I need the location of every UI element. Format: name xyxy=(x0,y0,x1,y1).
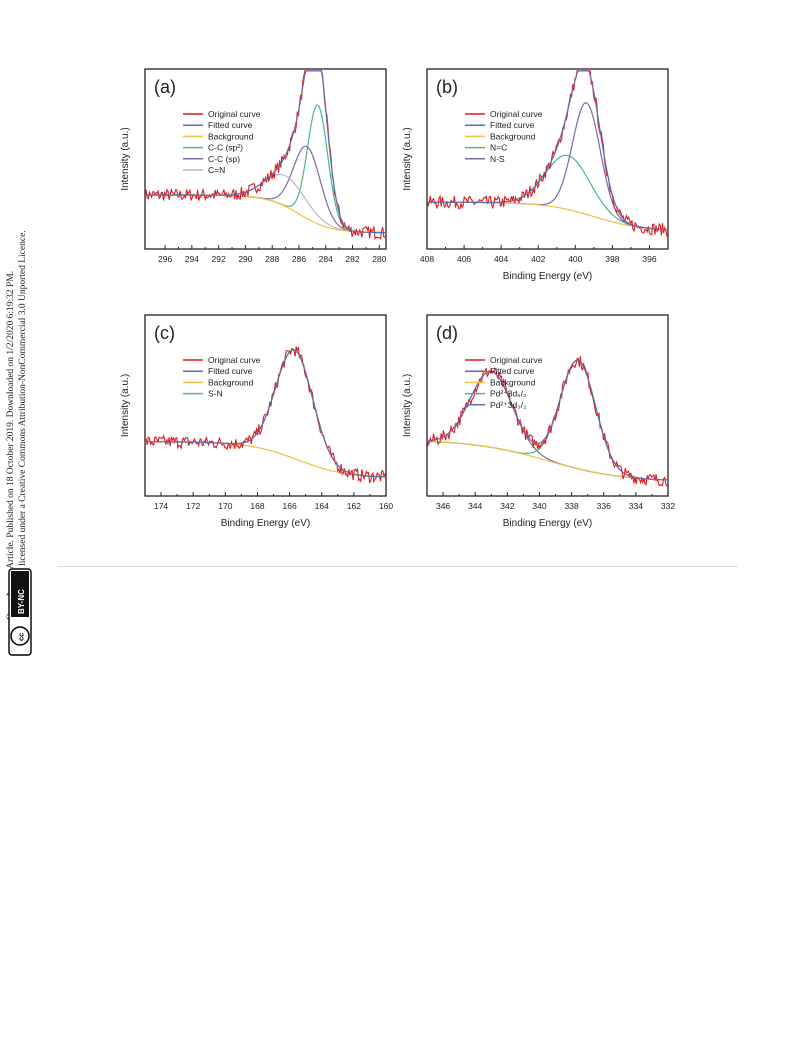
plot-frame xyxy=(144,68,387,250)
x-tick-label: 286 xyxy=(292,254,306,264)
x-tick-label: 166 xyxy=(283,501,297,511)
x-tick-label: 398 xyxy=(605,254,619,264)
x-tick-label: 294 xyxy=(185,254,199,264)
panel-label: (d) xyxy=(436,323,458,343)
x-tick-label: 404 xyxy=(494,254,508,264)
x-tick-label: 172 xyxy=(186,501,200,511)
plot-frame xyxy=(426,68,669,250)
series-line-background xyxy=(427,440,668,481)
x-tick-label: 396 xyxy=(642,254,656,264)
x-tick-label: 168 xyxy=(250,501,264,511)
y-axis-label: Intensity (a.u.) xyxy=(402,374,413,437)
panel-label: (c) xyxy=(154,323,175,343)
x-tick-label: 162 xyxy=(347,501,361,511)
y-axis-label: Intensity (a.u.) xyxy=(120,127,131,190)
xps-figure: 296 294 292 290 288 286 284 282 280 Intensity (a.… xyxy=(120,68,675,529)
series-line-total xyxy=(427,70,668,231)
chart-panel-3: 174 172 170 168 166 164 162 160 Intensity (a.u.)… xyxy=(120,314,393,529)
legend-label: Background xyxy=(208,131,254,141)
x-tick-label: 170 xyxy=(218,501,232,511)
x-tick-label: 292 xyxy=(212,254,226,264)
x-tick-label: 332 xyxy=(661,501,675,511)
series-line-peak xyxy=(145,104,386,234)
plot-frame xyxy=(144,314,387,497)
legend-label: Original curve xyxy=(208,109,261,119)
x-axis-label: Binding Energy (eV) xyxy=(503,518,593,529)
x-tick-label: 346 xyxy=(436,501,450,511)
cc-license-badge[interactable]: BY-NC cc xyxy=(8,568,34,656)
series-line-background xyxy=(145,194,386,234)
x-tick-label: 336 xyxy=(597,501,611,511)
x-tick-label: 164 xyxy=(315,501,329,511)
legend-label: Fitted curve xyxy=(208,120,253,130)
legend-label: Fitted curve xyxy=(490,366,535,376)
series-line-peak xyxy=(145,349,386,478)
y-axis-label: Intensity (a.u.) xyxy=(402,127,413,190)
x-tick-label: 160 xyxy=(379,501,393,511)
y-axis-label: Intensity (a.u.) xyxy=(120,374,131,437)
legend-label: Background xyxy=(490,131,536,141)
series-line-peak xyxy=(427,370,668,481)
x-axis-label: Binding Energy (eV) xyxy=(221,518,311,529)
series-line-total xyxy=(145,349,386,478)
x-tick-label: 284 xyxy=(319,254,333,264)
page-divider xyxy=(58,566,738,567)
series-line-peak xyxy=(145,173,386,234)
x-tick-label: 282 xyxy=(345,254,359,264)
legend-label: S-N xyxy=(208,389,223,399)
cc-badge-label-bg xyxy=(11,571,29,617)
x-tick-label: 400 xyxy=(568,254,582,264)
cc-logo-letters: cc xyxy=(17,633,26,641)
cc-badge-label: BY-NC xyxy=(17,589,26,614)
chart-panel-2: 408 406 404 402 400 398 396 Intensity (a.u.) Bin… xyxy=(402,68,669,282)
plot-frame xyxy=(426,314,669,497)
series-line-noisy xyxy=(145,345,386,484)
chart-panel-1: 296 294 292 290 288 286 284 282 280 Intensity (a.… xyxy=(120,68,387,264)
chart-panel-4: 346 344 342 340 338 336 334 332 Intensity (a.u.)… xyxy=(402,314,675,529)
x-tick-label: 280 xyxy=(372,254,386,264)
x-tick-label: 334 xyxy=(629,501,643,511)
x-tick-label: 288 xyxy=(265,254,279,264)
x-tick-label: 338 xyxy=(565,501,579,511)
series-line-noisy xyxy=(427,70,668,238)
legend-label: N=C xyxy=(490,143,507,153)
series-line-total xyxy=(427,359,668,481)
x-tick-label: 408 xyxy=(420,254,434,264)
x-tick-label: 406 xyxy=(457,254,471,264)
legend-label: Background xyxy=(490,377,536,387)
legend-label: N-S xyxy=(490,154,505,164)
legend-label: C-C (sp²) xyxy=(208,143,243,153)
legend-label: Fitted curve xyxy=(490,120,535,130)
x-tick-label: 344 xyxy=(468,501,482,511)
legend-label: Original curve xyxy=(208,355,261,365)
series-line-noisy xyxy=(427,356,668,487)
series-line-peak xyxy=(145,145,386,234)
legend-label: Pd²⁺3d₅/₂ xyxy=(490,389,526,399)
series-line-peak xyxy=(427,359,668,481)
legend-label: C-C (sp) xyxy=(208,154,240,164)
x-tick-label: 174 xyxy=(154,501,168,511)
x-axis-label: Binding Energy (eV) xyxy=(503,271,593,282)
legend-label: Original curve xyxy=(490,109,543,119)
x-tick-label: 402 xyxy=(531,254,545,264)
x-tick-label: 296 xyxy=(158,254,172,264)
legend-label: C=N xyxy=(208,165,225,175)
panel-label: (b) xyxy=(436,77,458,97)
series-line-noisy xyxy=(145,70,386,240)
legend-label: Fitted curve xyxy=(208,366,253,376)
x-tick-label: 340 xyxy=(532,501,546,511)
cc-logo-icon xyxy=(10,626,30,646)
panel-label: (a) xyxy=(154,77,176,97)
legend-label: Original curve xyxy=(490,355,543,365)
series-line-total xyxy=(145,70,386,234)
legend-label: Background xyxy=(208,377,254,387)
legend-label: Pd²⁺3d₃/₂ xyxy=(490,400,526,410)
x-tick-label: 290 xyxy=(238,254,252,264)
x-tick-label: 342 xyxy=(500,501,514,511)
